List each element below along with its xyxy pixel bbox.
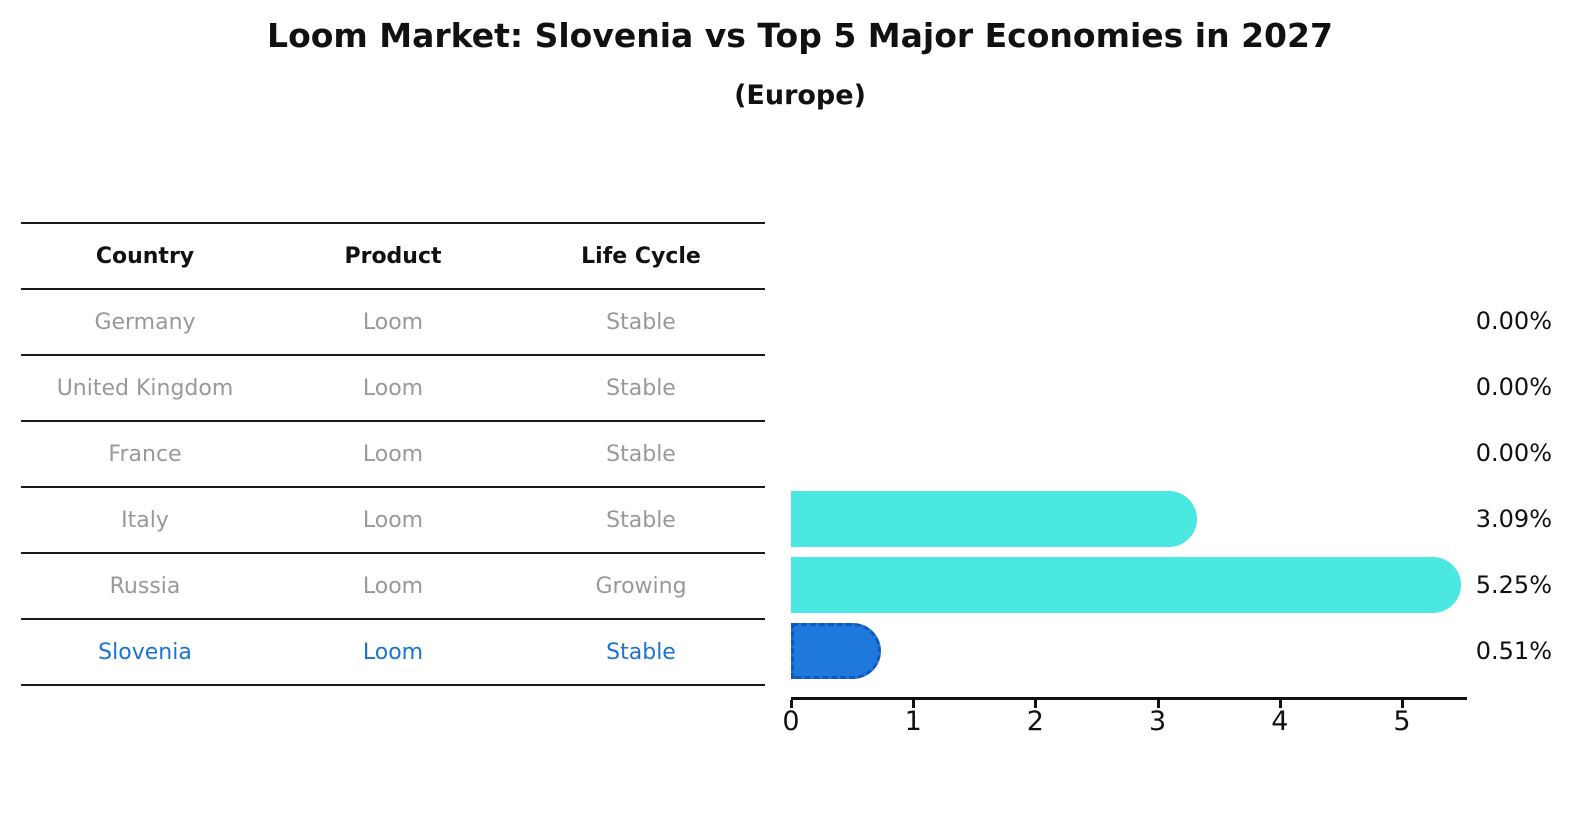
value-label-germany: 0.00% [1475,307,1552,335]
cell-product: Loom [362,375,424,401]
cell-product: Loom [362,639,424,665]
value-label-russia: 5.25% [1475,571,1552,599]
x-tick-label-0: 0 [782,706,800,737]
country-table: Country Product Life Cycle Germany Loom St… [21,222,765,686]
chart-title: Loom Market: Slovenia vs Top 5 Major Eco… [267,16,1333,55]
cell-country: Russia [109,573,181,599]
x-tick-label-3: 3 [1149,706,1167,737]
bar-plot-area [791,288,1467,684]
x-tick-label-5: 5 [1393,706,1411,737]
cell-product: Loom [362,507,424,533]
x-tick-label-4: 4 [1271,706,1289,737]
bar-row-france [791,420,1467,486]
value-label-italy: 3.09% [1475,505,1552,533]
cell-product: Loom [362,573,424,599]
cell-country: United Kingdom [56,375,234,401]
bar-russia [791,557,1461,613]
x-tick-mark-5 [1401,700,1404,708]
x-tick-mark-0 [790,700,793,708]
cell-country: Italy [121,507,169,533]
cell-lifecycle: Stable [606,441,676,467]
bar-row-slovenia [791,618,1467,684]
cell-lifecycle: Stable [606,639,676,665]
x-tick-mark-4 [1278,700,1282,708]
table-header-row: Country Product Life Cycle [21,222,765,288]
cell-lifecycle: Growing [595,573,687,599]
column-header-product: Product [344,243,442,269]
x-tick-label-2: 2 [1026,706,1044,737]
cell-country: Slovenia [98,639,192,665]
bar-row-russia [791,552,1467,618]
cell-country: Germany [94,309,196,335]
bar-slovenia [791,623,882,679]
table-row-germany: Germany Loom Stable [21,288,765,354]
table-row-france: France Loom Stable [21,420,765,486]
cell-country: France [108,441,182,467]
column-header-country: Country [95,243,195,269]
value-label-france: 0.00% [1475,439,1552,467]
cell-lifecycle: Stable [606,507,676,533]
chart-subtitle: (Europe) [734,80,866,111]
bar-row-italy [791,486,1467,552]
table-row-united-kingdom: United Kingdom Loom Stable [21,354,765,420]
x-tick-label-1: 1 [904,706,922,737]
bar-row-germany [791,288,1467,354]
x-tick-mark-1 [912,700,916,708]
value-label-slovenia: 0.51% [1475,637,1552,665]
table-row-slovenia: Slovenia Loom Stable [21,618,765,686]
x-tick-mark-3 [1156,700,1160,708]
cell-product: Loom [362,441,424,467]
cell-lifecycle: Stable [606,309,676,335]
table-row-italy: Italy Loom Stable [21,486,765,552]
table-row-russia: Russia Loom Growing [21,552,765,618]
bar-italy [791,491,1197,547]
bar-row-united-kingdom [791,354,1467,420]
value-label-column: 0.00% 0.00% 0.00% 3.09% 5.25% 0.51% [1452,288,1552,684]
cell-lifecycle: Stable [606,375,676,401]
column-header-lifecycle: Life Cycle [581,243,701,269]
x-axis-line [791,697,1467,700]
x-tick-mark-2 [1034,700,1038,708]
cell-product: Loom [362,309,424,335]
value-label-united-kingdom: 0.00% [1475,373,1552,401]
